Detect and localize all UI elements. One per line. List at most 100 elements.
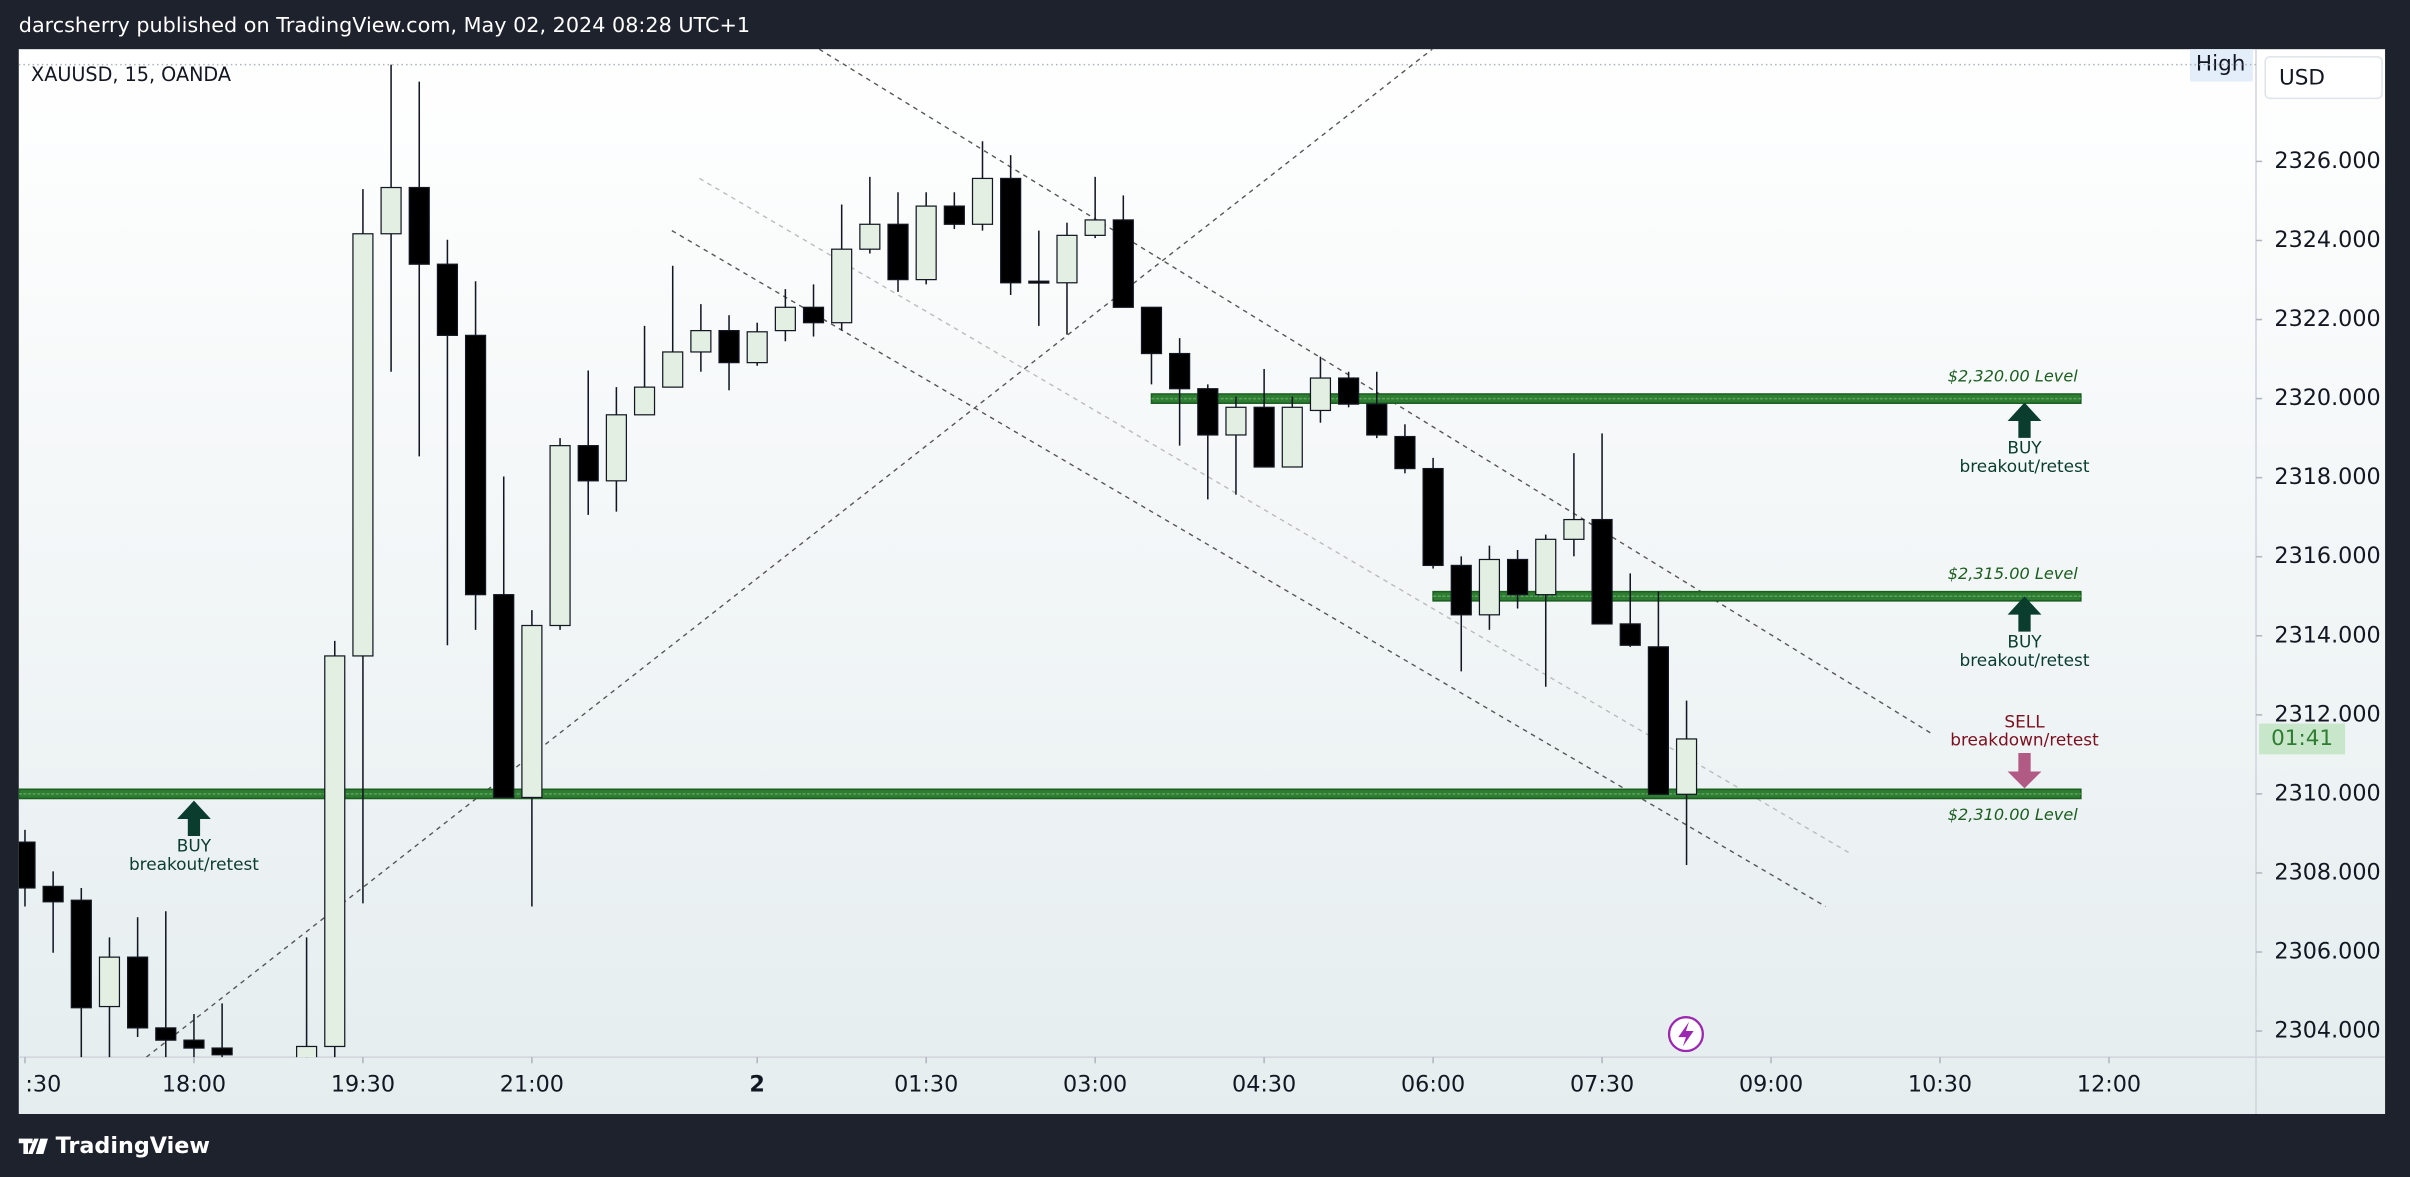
candle-body-down [183, 1039, 205, 1049]
overlay: 2304.000 2306.000 2308.000 2310.000 2312.000… [24, 148, 2381, 1097]
y-tick-label: 2322.000 [2274, 306, 2380, 332]
annotation-text: BUY [177, 836, 212, 856]
candle-body-up [352, 233, 374, 657]
candle-body-up [295, 1045, 318, 1058]
brand: TradingView [56, 1133, 210, 1159]
x-tick-label: 12:00 [2077, 1071, 2141, 1097]
x-tick-label: 21:00 [500, 1071, 564, 1097]
candle-body-up [1675, 738, 1698, 795]
y-tick-label: 2312.000 [2274, 701, 2380, 727]
candle-body-down [577, 445, 599, 482]
candle-body-down [1253, 406, 1275, 468]
y-tick-label: 2324.000 [2274, 227, 2380, 253]
candle-body-down [1647, 646, 1669, 795]
x-tick-label: 09:00 [1739, 1071, 1803, 1097]
candle-body-up [1535, 538, 1557, 596]
y-tick-label: 2314.000 [2274, 622, 2380, 648]
countdown: 01:41 [2271, 726, 2333, 751]
x-tick-label: 01:30 [894, 1071, 958, 1097]
candle-body-up [549, 445, 571, 627]
candle-body-down [18, 841, 36, 889]
annotation-subtext: breakdown/retest [1950, 730, 2099, 750]
annotation-subtext: breakout/retest [129, 854, 259, 874]
candle-body-down [943, 205, 965, 225]
candle-body-down [493, 594, 515, 799]
candle-body-down [70, 899, 92, 1009]
candle-body-up [1225, 406, 1247, 436]
plot [18, 49, 2257, 1058]
candle-body-down [42, 885, 64, 903]
x-tick-label: :30 [25, 1071, 61, 1097]
x-tick-label: 18:00 [162, 1071, 226, 1097]
x-tick-label: 04:30 [1232, 1071, 1296, 1097]
candle-body-down [1450, 564, 1472, 616]
logo [18, 1138, 48, 1154]
candle-body-down [1366, 403, 1388, 436]
candle-body-up [774, 306, 796, 332]
buy-arrow [2007, 596, 2042, 632]
trend-line [818, 49, 1934, 736]
y-tick-label: 2310.000 [2274, 780, 2380, 806]
x-tick-label: 07:30 [1570, 1071, 1634, 1097]
candle-body-down [1591, 518, 1613, 625]
y-tick-label: 2316.000 [2274, 543, 2380, 569]
trend-line [671, 230, 1827, 908]
candle-body-down [436, 263, 459, 336]
candle-body-down [1000, 177, 1022, 284]
currency-button[interactable] [2264, 56, 2383, 100]
candle-body-down [127, 956, 149, 1029]
candle-body-up [1084, 219, 1106, 236]
y-tick-label: 2308.000 [2274, 859, 2380, 885]
y-tick-label: 2306.000 [2274, 939, 2380, 965]
candle-body-up [380, 186, 402, 235]
candle-body-down [1619, 623, 1641, 646]
currency[interactable]: USD [2279, 65, 2325, 90]
x-tick-label: 06:00 [1401, 1071, 1465, 1097]
event-bolt [1678, 1021, 1694, 1047]
candle-body-up [746, 331, 768, 364]
candle-body-up [662, 351, 684, 388]
candle-body-down [1338, 377, 1360, 405]
candle-body-down [464, 334, 487, 596]
candle-body-up [859, 223, 881, 250]
candle-body-down [802, 306, 825, 324]
annotation-subtext: breakout/retest [1960, 456, 2090, 476]
annotation-text: BUY [2007, 438, 2042, 458]
candle-body-up [98, 956, 121, 1008]
y-tick-label: 2318.000 [2274, 464, 2380, 490]
candle-body-up [690, 329, 712, 353]
annotation-subtext: breakout/retest [1960, 650, 2090, 670]
candle-body-down [1422, 467, 1444, 567]
candle-body-down [1197, 388, 1219, 436]
candle-body-down [1140, 306, 1163, 355]
candle-body-up [831, 248, 853, 324]
candle-body-down [155, 1027, 177, 1041]
y-tick-label: 2304.000 [2274, 1018, 2380, 1044]
candle-body-up [605, 414, 627, 482]
annotation-text: SELL [2004, 711, 2045, 731]
candle-body-up [1309, 377, 1332, 412]
high-label: High [2196, 52, 2245, 77]
countdown-box [2259, 723, 2346, 755]
candle-body-up [1281, 406, 1303, 468]
candle-body-down [408, 186, 430, 265]
buy-arrow [2007, 402, 2042, 438]
y-tick-label: 2320.000 [2274, 385, 2380, 411]
candle-body-down [1394, 435, 1416, 470]
candle-body-up [633, 386, 656, 416]
level-label: $2,310.00 Level [1948, 805, 2079, 824]
candle-body-up [1478, 558, 1501, 616]
candle-body-down [1112, 219, 1134, 308]
x-tick-label: 19:30 [331, 1071, 395, 1097]
candle-body-down [1169, 352, 1191, 390]
candle-body-up [521, 624, 543, 799]
candle-body-up [1563, 518, 1585, 540]
candle-body-up [915, 205, 937, 281]
candle-body-down [718, 329, 740, 364]
x-tick-label: 2 [749, 1071, 765, 1097]
candle-body-down [1028, 280, 1050, 284]
symbol: XAUUSD, 15, OANDA [31, 63, 231, 86]
level-label: $2,320.00 Level [1948, 367, 2079, 386]
